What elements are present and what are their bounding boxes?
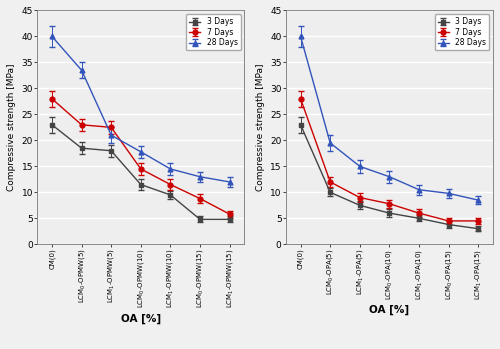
X-axis label: OA [%]: OA [%]	[370, 305, 410, 315]
Legend: 3 Days, 7 Days, 28 Days: 3 Days, 7 Days, 28 Days	[186, 14, 240, 51]
Y-axis label: Compressive strength [MPa]: Compressive strength [MPa]	[7, 64, 16, 191]
Legend: 3 Days, 7 Days, 28 Days: 3 Days, 7 Days, 28 Days	[434, 14, 489, 51]
X-axis label: OA [%]: OA [%]	[120, 313, 161, 324]
Y-axis label: Compressive strength [MPa]: Compressive strength [MPa]	[256, 64, 264, 191]
